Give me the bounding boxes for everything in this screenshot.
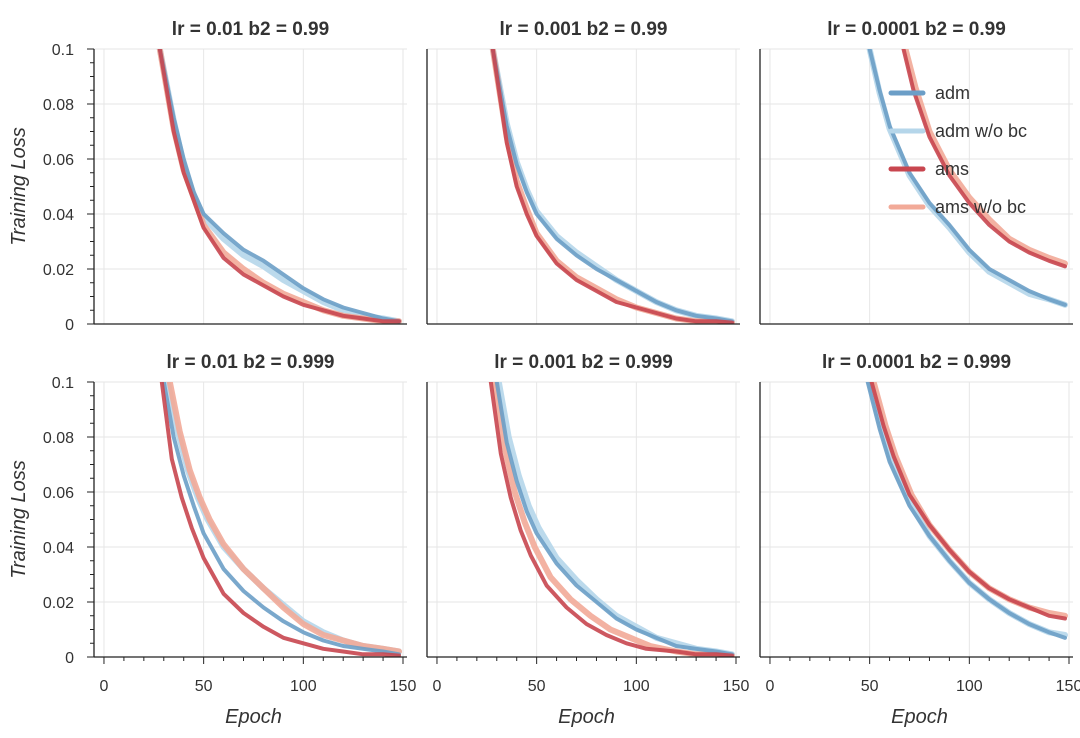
series-line-ams [901, 49, 1067, 269]
subplot-title: lr = 0.001 b2 = 0.999 [494, 352, 673, 373]
y-tick-label: 0.06 [43, 152, 74, 169]
series-group [159, 382, 402, 657]
x-axis-label: Epoch [891, 706, 948, 728]
x-tick-label: 0 [100, 678, 109, 695]
series-line-adm [865, 382, 1067, 640]
subplot-1: 0 0.02 0.04 0.06 0.08 0.1 lr = 0.01 b2 = 0.99 T… [8, 19, 407, 334]
x-tick-label: 150 [723, 678, 750, 695]
y-axis-label: Training Loss [8, 460, 30, 579]
series-line-adm-w-o-bc [866, 382, 1068, 638]
legend-label: adm w/o bc [935, 121, 1027, 141]
x-tick-label: 50 [528, 678, 546, 695]
series-group [156, 49, 402, 324]
subplot-5: 0 50 100 150 lr = 0.001 b2 = 0.999 Epoch [426, 352, 750, 728]
series-line-adm [867, 49, 1067, 307]
series-line-adm-w-o-bc [489, 49, 735, 324]
subplot-title: lr = 0.0001 b2 = 0.999 [822, 352, 1011, 373]
series-group [866, 49, 1068, 308]
series-line-ams [869, 382, 1067, 621]
x-tick-label: 0 [766, 678, 775, 695]
series-line-adm [157, 49, 401, 324]
y-tick-label: 0 [65, 650, 74, 667]
series-line-ams [490, 49, 734, 324]
x-tick-label: 50 [195, 678, 213, 695]
series-line-adm-w-o-bc [156, 49, 402, 324]
x-tick-label: 100 [956, 678, 983, 695]
series-line-adm-w-o-bc [495, 382, 735, 657]
subplot-title: lr = 0.01 b2 = 0.99 [172, 19, 329, 40]
series-group [488, 382, 735, 657]
y-tick-label: 0.08 [43, 430, 74, 447]
series-line-ams-w-o-bc [166, 382, 402, 655]
series-group [489, 49, 735, 324]
series-line-ams [157, 49, 401, 324]
x-tick-label: 100 [623, 678, 650, 695]
series-line-ams [159, 382, 401, 657]
y-tick-label: 0 [65, 317, 74, 334]
y-tick-label: 0.04 [43, 540, 74, 557]
series-line-ams-w-o-bc [902, 49, 1068, 267]
x-tick-label: 150 [390, 678, 417, 695]
y-tick-label: 0.02 [43, 262, 74, 279]
series-line-ams [488, 382, 734, 657]
series-group [865, 382, 1068, 640]
y-tick-label: 0.02 [43, 595, 74, 612]
x-tick-label: 150 [1056, 678, 1080, 695]
x-axis-label: Epoch [225, 706, 282, 728]
x-tick-label: 0 [433, 678, 442, 695]
x-axis-label: Epoch [558, 706, 615, 728]
y-axis-label: Training Loss [8, 127, 30, 246]
subplot-6: 0 50 100 150 lr = 0.0001 b2 = 0.999 Epoch [759, 352, 1080, 728]
y-tick-label: 0.06 [43, 485, 74, 502]
legend-label: adm [935, 83, 970, 103]
y-tick-label: 0.04 [43, 207, 74, 224]
subplot-title: lr = 0.0001 b2 = 0.99 [827, 19, 1006, 40]
series-line-adm [161, 382, 401, 657]
legend-label: ams w/o bc [935, 197, 1026, 217]
subplot-3: lr = 0.0001 b2 = 0.99 adm adm w/o bc ams ams… [759, 19, 1073, 325]
y-tick-label: 0.1 [52, 375, 74, 392]
x-tick-label: 50 [861, 678, 879, 695]
series-line-adm [490, 49, 734, 324]
legend-label: ams [935, 159, 969, 179]
legend: adm adm w/o bc ams ams w/o bc [888, 83, 1027, 217]
series-line-ams-w-o-bc [489, 49, 735, 324]
subplot-2: lr = 0.001 b2 = 0.99 [426, 19, 740, 325]
y-tick-label: 0.1 [52, 42, 74, 59]
series-line-adm [494, 382, 734, 657]
y-tick-label: 0.08 [43, 97, 74, 114]
subplot-4: 0 0.02 0.04 0.06 0.08 0.1 0 50 100 150 lr = 0.01 b… [8, 352, 416, 728]
x-tick-label: 100 [290, 678, 317, 695]
subplot-title: lr = 0.001 b2 = 0.99 [500, 19, 668, 40]
subplot-title: lr = 0.01 b2 = 0.999 [167, 352, 335, 373]
